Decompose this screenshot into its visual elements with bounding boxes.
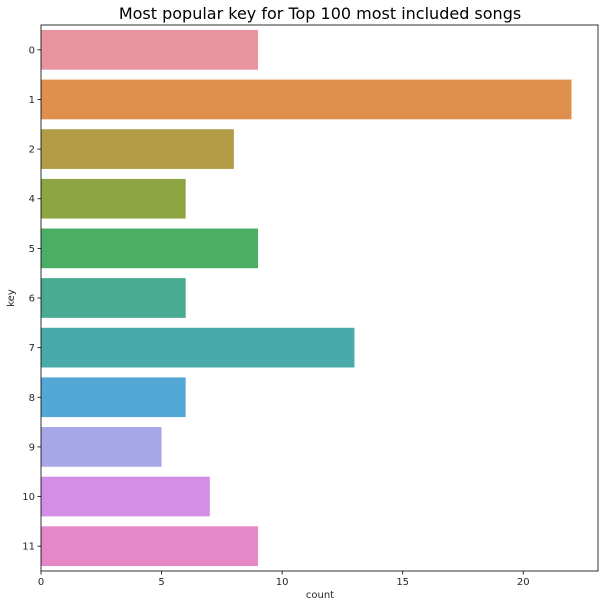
bar-key-7: [41, 327, 355, 368]
bar-key-10: [41, 476, 210, 517]
y-tick-label: 11: [22, 542, 35, 553]
y-tick-label: 6: [29, 294, 35, 305]
bar-key-6: [41, 278, 186, 318]
bar-key-0: [41, 29, 259, 70]
bar-key-8: [41, 377, 186, 418]
x-axis-label: count: [306, 590, 334, 601]
y-tick-label: 2: [29, 145, 35, 156]
bars-group: [41, 29, 572, 567]
bar-key-5: [41, 228, 259, 269]
x-tick-label: 5: [158, 577, 164, 588]
y-tick-label: 7: [29, 343, 35, 354]
y-tick-label: 0: [29, 45, 35, 56]
x-tick-label: 0: [38, 577, 44, 588]
y-tick-label: 8: [29, 393, 35, 404]
chart-title: Most popular key for Top 100 most includ…: [119, 4, 521, 23]
bar-key-4: [41, 178, 186, 219]
plot-frame: [40, 24, 599, 572]
y-axis-ticks: 0 1 2 4 5 6 7 8 9 10 11: [22, 45, 41, 553]
bar-key-9: [41, 427, 162, 467]
y-tick-label: 9: [29, 442, 35, 453]
x-tick-label: 20: [517, 577, 530, 588]
x-tick-label: 15: [396, 577, 409, 588]
y-axis-label: key: [6, 289, 17, 307]
y-tick-label: 1: [29, 95, 35, 106]
y-tick-label: 10: [22, 492, 35, 503]
bar-key-2: [41, 129, 234, 169]
bar-key-11: [41, 526, 259, 567]
y-tick-label: 5: [29, 244, 35, 255]
y-tick-label: 4: [29, 194, 35, 205]
x-axis-ticks: 0 5 10 15 20: [38, 571, 530, 588]
bar-key-1: [41, 79, 572, 120]
x-tick-label: 10: [276, 577, 289, 588]
